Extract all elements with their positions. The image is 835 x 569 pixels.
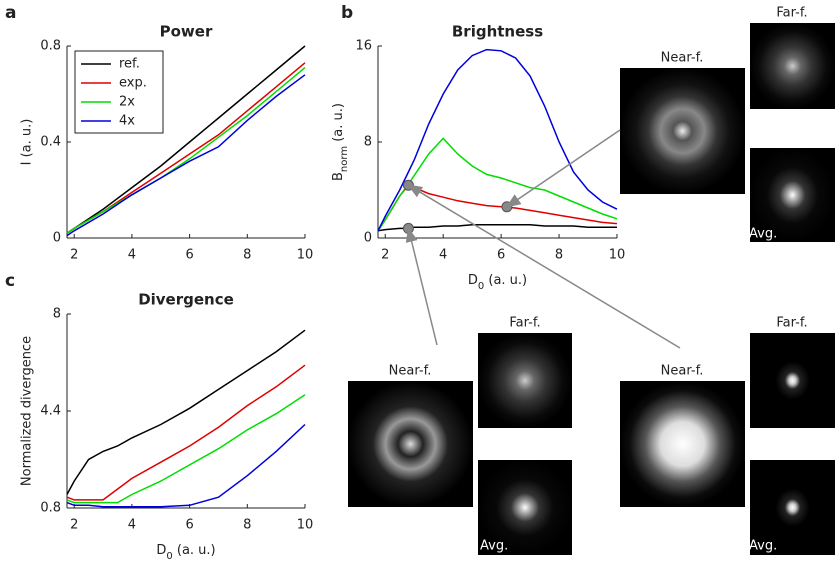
x-axis-label-rest: (a. u.): [173, 543, 216, 558]
y-axis-label-sub: norm: [339, 146, 350, 172]
inset-label: Near-f.: [661, 51, 704, 66]
inset-label: Far-f.: [776, 6, 807, 21]
x-tick-label: 6: [497, 248, 505, 263]
y-tick-label: 16: [355, 39, 372, 54]
x-axis-label: D0 (a. u.): [156, 543, 215, 562]
y-tick-label: 0: [53, 231, 61, 246]
pointer-arrow: [507, 130, 620, 207]
y-axis-label-main: B: [331, 172, 346, 181]
legend-label: 4x: [119, 114, 135, 129]
x-tick-label: 4: [439, 248, 447, 263]
near-field-image: [348, 381, 473, 507]
x-tick-label: 4: [128, 248, 136, 263]
panel-label: b: [341, 3, 353, 23]
pointer-arrow: [408, 185, 680, 348]
y-axis-label: Normalized divergence: [20, 336, 35, 486]
x-axis-label-main: D: [156, 543, 166, 558]
inset-label: Avg.: [480, 539, 508, 554]
y-tick-label: 0.4: [40, 135, 61, 150]
far-field-image: [750, 23, 835, 109]
x-axis-label: D0 (a. u.): [468, 273, 527, 292]
y-tick-label: 8: [53, 307, 61, 322]
y-tick-label: 0.8: [40, 501, 61, 516]
x-tick-label: 6: [185, 248, 193, 263]
y-tick-label: 0: [364, 231, 372, 246]
x-axis-label-rest: (a. u.): [484, 273, 527, 288]
series-line: [378, 185, 617, 231]
y-axis-label-rest: (a. u.): [331, 103, 346, 146]
x-tick-label: 8: [243, 248, 251, 263]
inset-label: Avg.: [749, 539, 777, 554]
series-line: [378, 50, 617, 231]
chart-title: Brightness: [452, 23, 543, 41]
legend-label: 2x: [119, 95, 135, 110]
x-tick-label: 2: [381, 248, 389, 263]
x-tick-label: 6: [185, 518, 193, 533]
x-tick-label: 8: [555, 248, 563, 263]
x-tick-label: 10: [297, 518, 314, 533]
far-field-image: [478, 333, 572, 428]
pointer-arrow: [408, 228, 437, 345]
panel-label: c: [5, 271, 15, 291]
inset-label: Near-f.: [661, 364, 704, 379]
series-line: [67, 425, 305, 507]
panel-label: a: [5, 3, 16, 23]
x-tick-label: 8: [243, 518, 251, 533]
inset-label: Near-f.: [389, 364, 432, 379]
inset-label: Avg.: [749, 227, 777, 242]
legend-label: exp.: [119, 76, 147, 91]
chart-title: Divergence: [138, 291, 234, 309]
figure: Near-f. Far-f. Avg. Near-f. Far-f. Avg. …: [0, 0, 835, 569]
x-tick-label: 10: [609, 248, 626, 263]
near-field-image: [620, 381, 745, 507]
inset-label: Far-f.: [776, 316, 807, 331]
series-line: [67, 330, 305, 494]
legend-label: ref.: [119, 57, 140, 72]
x-axis-label-main: D: [468, 273, 478, 288]
x-tick-label: 10: [297, 248, 314, 263]
series-line: [67, 365, 305, 500]
near-field-image: [620, 68, 745, 194]
y-axis-label: I (a. u.): [20, 119, 35, 166]
x-tick-label: 2: [70, 518, 78, 533]
y-axis-label: Bnorm (a. u.): [331, 103, 350, 181]
chart-title: Power: [160, 23, 213, 41]
y-tick-label: 0.8: [40, 39, 61, 54]
x-tick-label: 2: [70, 248, 78, 263]
y-tick-label: 8: [364, 135, 372, 150]
far-field-image: [750, 333, 835, 428]
inset-label: Far-f.: [509, 316, 540, 331]
x-tick-label: 4: [128, 518, 136, 533]
y-tick-label: 4.4: [40, 404, 61, 419]
